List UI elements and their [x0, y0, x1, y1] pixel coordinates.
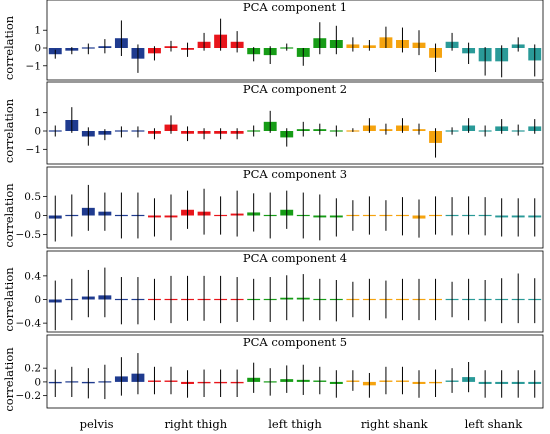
y-tick-label: 1 [34, 25, 41, 37]
y-tick-label: −0.2 [16, 390, 42, 402]
y-axis-label: correlation [2, 267, 16, 332]
panel-title: PCA component 4 [243, 251, 347, 265]
panel-title: PCA component 5 [243, 335, 347, 349]
y-tick-label: 0.5 [24, 191, 41, 203]
y-axis-label: correlation [2, 98, 16, 163]
y-axis-label: correlation [2, 183, 16, 248]
y-tick-label: 0 [34, 376, 41, 388]
pca-panel: PCA component 4 −0.4 0 0.4 correlation [2, 250, 544, 333]
pca-panel: PCA component 3 −0.5 0 0.5 correlation [2, 166, 544, 249]
group-label: left shank [465, 417, 524, 431]
y-tick-label: 0.2 [24, 363, 41, 375]
pca-panel: PCA component 5 −0.2 00.2 correlation [2, 334, 544, 412]
y-axis-label: correlation [2, 347, 16, 412]
group-label: pelvis [80, 417, 114, 431]
y-tick-label: −0.4 [16, 318, 42, 330]
y-axis-label: correlation [2, 15, 16, 80]
pca-panel: PCA component 2 −1 0 1 correlation [2, 81, 544, 165]
panel-frame [46, 166, 544, 249]
panel-frame [46, 81, 544, 165]
group-label: right shank [361, 417, 429, 431]
panel-frame [46, 0, 544, 81]
panel-title: PCA component 3 [243, 167, 347, 181]
y-tick-label: −1 [26, 144, 41, 156]
y-tick-label: 0 [34, 210, 41, 222]
y-tick-label: 0 [34, 43, 41, 55]
y-tick-label: 1 [34, 107, 41, 119]
group-label: left thigh [268, 417, 322, 431]
y-tick-label: −0.5 [16, 229, 42, 241]
y-tick-label: 0.4 [24, 270, 41, 282]
panel-frame [46, 334, 544, 409]
pca-panel: PCA component 1 −1 0 1 correlation [2, 0, 544, 81]
group-label: right thigh [164, 417, 227, 431]
panel-title: PCA component 1 [243, 0, 347, 14]
panel-title: PCA component 2 [243, 82, 347, 96]
y-tick-label: 0 [34, 294, 41, 306]
panel-frame [46, 250, 544, 333]
y-tick-label: 0 [34, 126, 41, 138]
y-tick-label: −1 [26, 60, 41, 72]
